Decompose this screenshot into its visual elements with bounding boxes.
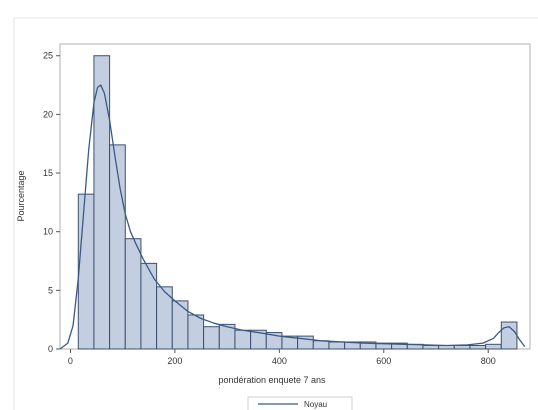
y-axis-title: Pourcentage — [16, 170, 26, 221]
x-tick-label-0: 0 — [68, 356, 73, 366]
y-tick-label-10: 10 — [43, 227, 53, 237]
histogram-bar-10 — [234, 329, 252, 350]
histogram-bar-0 — [77, 193, 95, 350]
histogram-bar-3 — [124, 238, 142, 350]
kernel-density-line — [59, 84, 526, 350]
x-axis-title: pondération enquete 7 ans — [218, 375, 326, 385]
x-axis: 0 200 400 600 800 — [68, 349, 496, 366]
histogram-bar-24 — [453, 344, 471, 350]
histogram-bar-8 — [203, 326, 220, 350]
histogram-bar-26 — [485, 343, 502, 350]
legend-label: Noyau — [304, 400, 327, 409]
y-tick-label-25: 25 — [43, 51, 53, 61]
y-axis: 0 5 10 15 20 25 — [43, 51, 60, 354]
legend: Noyau — [247, 396, 353, 410]
histogram-bar-4 — [140, 262, 158, 350]
histogram-bar-6 — [171, 300, 189, 350]
x-tick-label-400: 400 — [272, 356, 287, 366]
histogram-bar-22 — [422, 344, 440, 350]
histogram-bar-1 — [93, 55, 111, 350]
bars-layer — [77, 55, 518, 350]
y-tick-label-5: 5 — [48, 285, 53, 295]
y-tick-label-15: 15 — [43, 168, 53, 178]
histogram-bar-16 — [328, 341, 346, 350]
x-tick-label-800: 800 — [481, 356, 496, 366]
y-tick-label-20: 20 — [43, 109, 53, 119]
x-tick-label-200: 200 — [167, 356, 182, 366]
curve-layer — [59, 84, 526, 350]
legend-box — [247, 396, 353, 410]
x-tick-label-600: 600 — [376, 356, 391, 366]
histogram-bar-25 — [469, 344, 487, 350]
histogram-bar-15 — [312, 340, 330, 350]
y-tick-label-0: 0 — [48, 344, 53, 354]
histogram-bar-7 — [187, 314, 205, 350]
